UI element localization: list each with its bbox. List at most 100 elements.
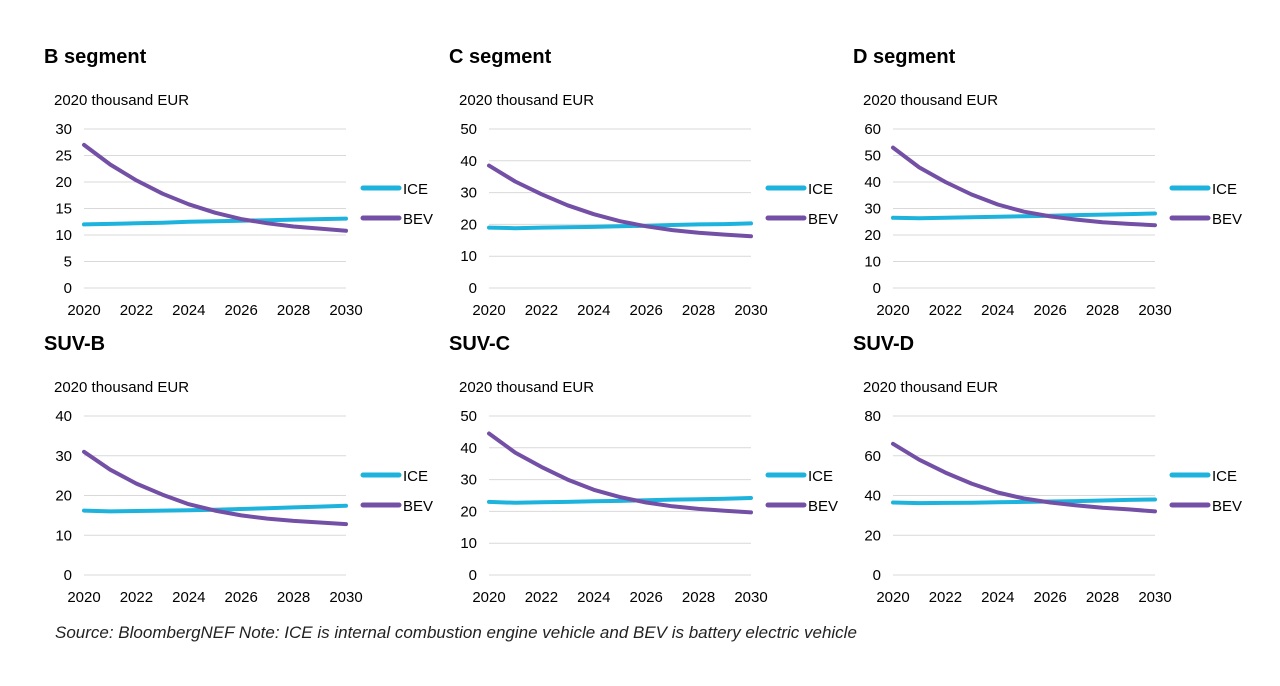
x-tick-label: 2030 [329, 589, 362, 606]
x-tick-label: 2024 [172, 302, 205, 319]
series-line-ice [891, 497, 1157, 506]
y-tick-label: 10 [864, 254, 881, 271]
y-tick-label: 40 [460, 440, 477, 457]
x-tick-label: 2024 [172, 589, 205, 606]
y-tick-label: 0 [873, 280, 881, 297]
y-tick-label: 50 [460, 121, 477, 138]
x-tick-label: 2022 [929, 302, 962, 319]
x-tick-label: 2022 [525, 589, 558, 606]
x-tick-label: 2024 [981, 589, 1014, 606]
y-axis-unit-label: 2020 thousand EUR [54, 92, 189, 109]
y-tick-label: 40 [864, 488, 881, 505]
y-axis-unit-label: 2020 thousand EUR [863, 379, 998, 396]
y-tick-label: 15 [55, 201, 72, 218]
source-note: Source: BloombergNEF Note: ICE is intern… [55, 623, 857, 642]
y-tick-label: 60 [864, 121, 881, 138]
y-tick-label: 40 [864, 174, 881, 191]
x-tick-label: 2020 [472, 302, 505, 319]
chart-title: D segment [853, 46, 956, 68]
legend-label-ice: ICE [403, 468, 428, 485]
y-tick-label: 40 [55, 408, 72, 425]
x-tick-label: 2030 [734, 589, 767, 606]
y-tick-label: 10 [55, 227, 72, 244]
series-line-bev [82, 449, 348, 527]
x-tick-label: 2026 [225, 302, 258, 319]
x-tick-label: 2028 [277, 589, 310, 606]
x-tick-label: 2024 [577, 302, 610, 319]
legend-label-bev: BEV [1212, 498, 1242, 515]
x-tick-label: 2022 [929, 589, 962, 606]
chart-title: SUV-B [44, 333, 105, 355]
y-tick-label: 30 [460, 185, 477, 202]
y-tick-label: 0 [64, 567, 72, 584]
x-tick-label: 2026 [1034, 589, 1067, 606]
chart-title: SUV-D [853, 333, 914, 355]
x-tick-label: 2020 [67, 589, 100, 606]
y-tick-label: 20 [460, 503, 477, 520]
legend-label-bev: BEV [808, 211, 838, 228]
x-tick-label: 2020 [876, 302, 909, 319]
y-tick-label: 0 [64, 280, 72, 297]
x-tick-label: 2022 [525, 302, 558, 319]
y-axis-unit-label: 2020 thousand EUR [54, 379, 189, 396]
x-tick-label: 2022 [120, 589, 153, 606]
x-tick-label: 2026 [225, 589, 258, 606]
series-line-bev [487, 431, 753, 515]
y-tick-label: 5 [64, 254, 72, 271]
y-tick-label: 0 [469, 567, 477, 584]
x-tick-label: 2024 [577, 589, 610, 606]
chart-title: C segment [449, 46, 552, 68]
y-tick-label: 20 [460, 216, 477, 233]
x-tick-label: 2028 [682, 302, 715, 319]
series-line-ice [82, 216, 348, 227]
chart-panel-b-segment: B segment 2020 thousand EUR 0 5 10 15 20 25 30 20… [44, 46, 433, 319]
y-tick-label: 10 [460, 535, 477, 552]
x-tick-label: 2030 [734, 302, 767, 319]
y-tick-label: 0 [873, 567, 881, 584]
series-line-ice [487, 221, 753, 231]
legend-label-ice: ICE [1212, 468, 1237, 485]
y-tick-label: 0 [469, 280, 477, 297]
x-tick-label: 2026 [630, 589, 663, 606]
x-tick-label: 2028 [277, 302, 310, 319]
y-axis-unit-label: 2020 thousand EUR [459, 379, 594, 396]
x-tick-label: 2026 [630, 302, 663, 319]
x-tick-label: 2020 [876, 589, 909, 606]
y-axis-unit-label: 2020 thousand EUR [459, 92, 594, 109]
x-tick-label: 2028 [1086, 589, 1119, 606]
x-tick-label: 2024 [981, 302, 1014, 319]
y-tick-label: 50 [460, 408, 477, 425]
x-tick-label: 2030 [1138, 589, 1171, 606]
y-tick-label: 50 [864, 148, 881, 165]
legend-label-bev: BEV [403, 498, 433, 515]
series-line-bev [487, 163, 753, 239]
legend-label-ice: ICE [808, 181, 833, 198]
x-tick-label: 2030 [1138, 302, 1171, 319]
series-line-bev [891, 145, 1157, 228]
x-tick-label: 2026 [1034, 302, 1067, 319]
x-tick-label: 2020 [67, 302, 100, 319]
y-tick-label: 30 [55, 448, 72, 465]
y-tick-label: 25 [55, 148, 72, 165]
x-tick-label: 2028 [1086, 302, 1119, 319]
y-tick-label: 30 [864, 201, 881, 218]
y-tick-label: 20 [864, 527, 881, 544]
y-tick-label: 10 [460, 248, 477, 265]
x-tick-label: 2022 [120, 302, 153, 319]
y-tick-label: 80 [864, 408, 881, 425]
chart-panel-suv-d: SUV-D 2020 thousand EUR 0 20 40 60 80 2020 2022 2… [853, 333, 1242, 606]
legend-label-bev: BEV [403, 211, 433, 228]
x-tick-label: 2028 [682, 589, 715, 606]
x-tick-label: 2030 [329, 302, 362, 319]
y-tick-label: 30 [460, 472, 477, 489]
y-tick-label: 20 [864, 227, 881, 244]
y-tick-label: 20 [55, 488, 72, 505]
y-tick-label: 60 [864, 448, 881, 465]
legend-label-bev: BEV [1212, 211, 1242, 228]
y-axis-unit-label: 2020 thousand EUR [863, 92, 998, 109]
